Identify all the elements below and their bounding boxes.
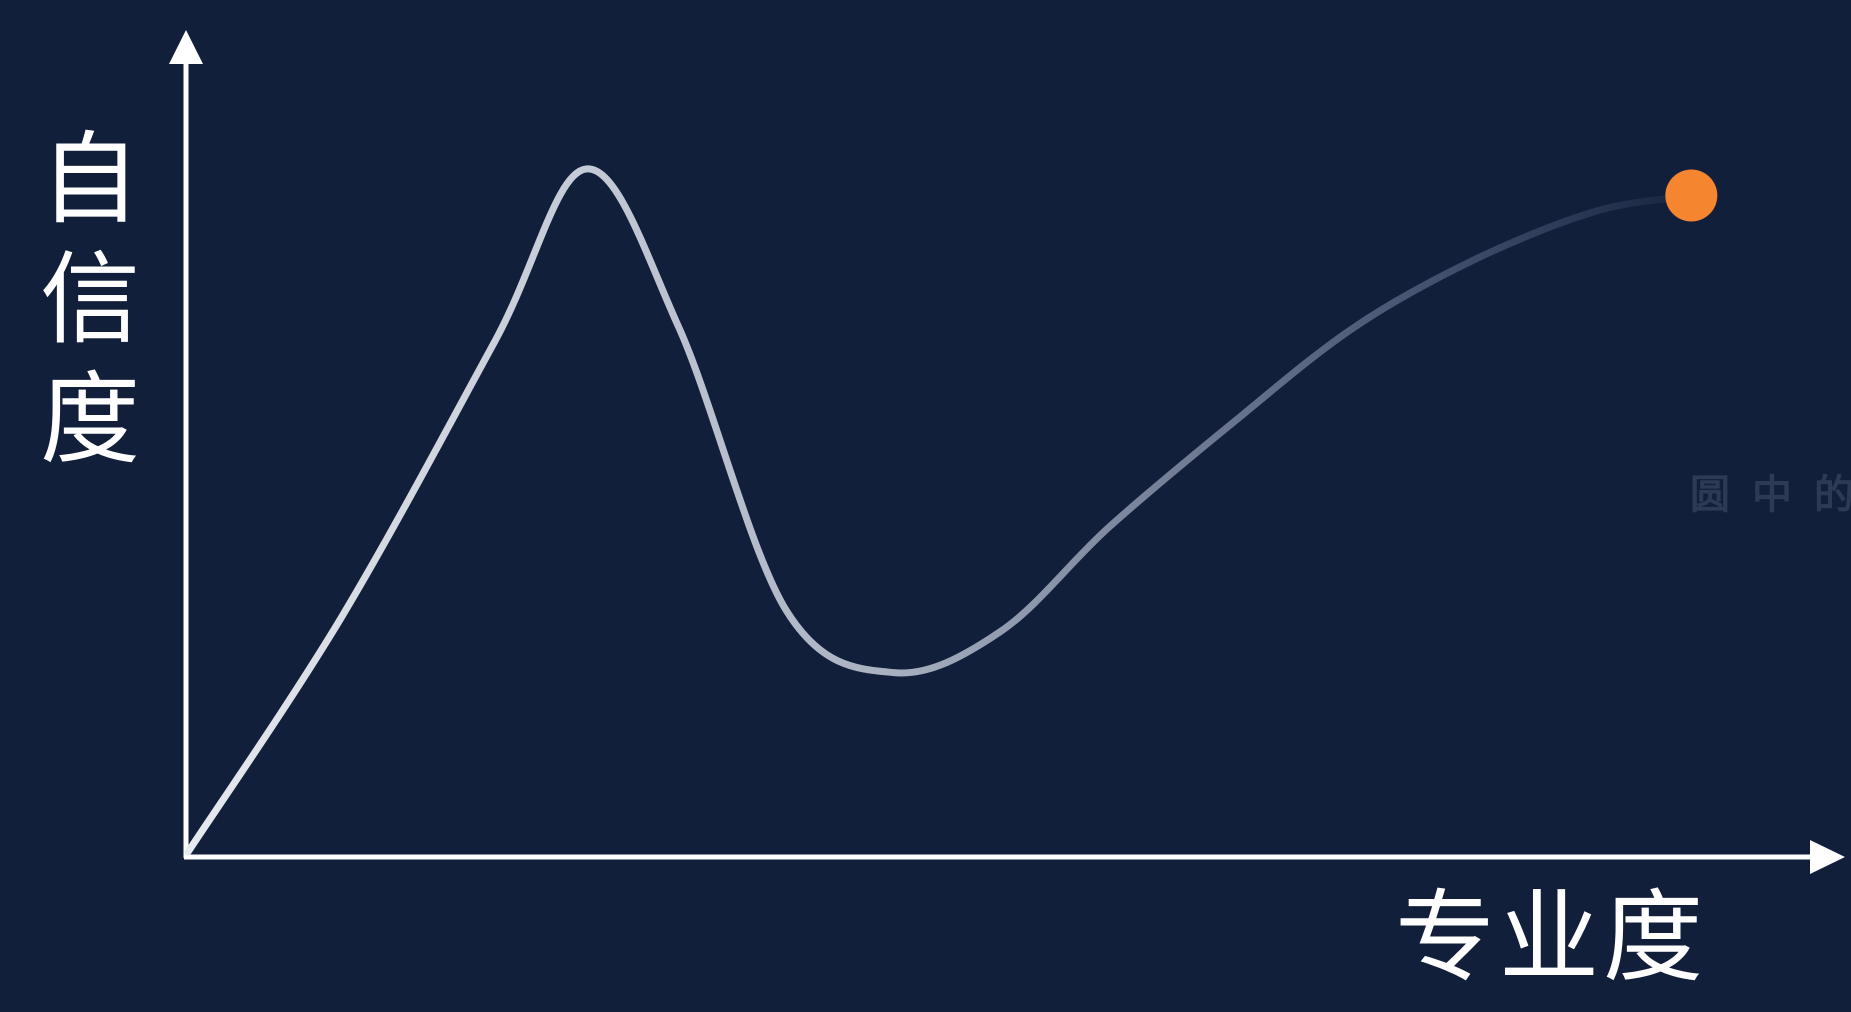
curve-group [184, 165, 1695, 856]
y-axis-label-char: 自 [40, 121, 140, 238]
axes [169, 30, 1845, 874]
x-axis-arrow-icon [1810, 840, 1845, 874]
watermark: 圆中的 [1690, 471, 1851, 518]
highlight-point-group [1665, 169, 1718, 222]
y-axis-arrow-icon [169, 30, 203, 64]
highlight-point [1665, 169, 1718, 222]
y-axis-label-char: 度 [40, 361, 140, 478]
y-axis-label-char: 信 [40, 241, 140, 358]
confidence-curve [184, 165, 1695, 856]
x-axis-label: 专业度 [1395, 879, 1707, 996]
